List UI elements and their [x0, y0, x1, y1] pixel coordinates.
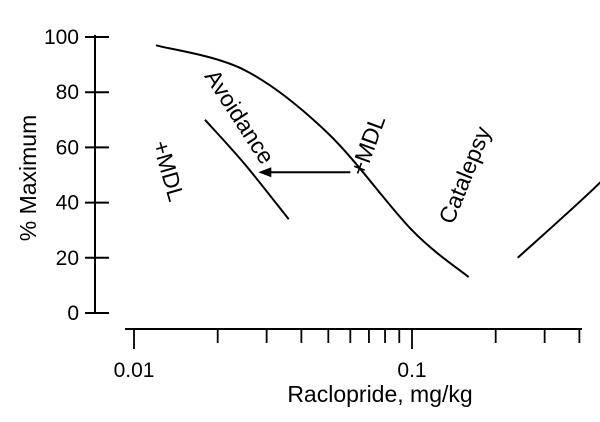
y-axis-title: % Maximum	[15, 115, 41, 242]
series-line-mdl-2	[517, 181, 600, 259]
x-tick-label: 0.01	[114, 359, 155, 382]
y-tick-label: 60	[56, 136, 79, 159]
markers	[258, 167, 351, 178]
series-line-avoidance-0	[155, 44, 470, 278]
x-axis-title: Raclopride, mg/kg	[287, 381, 472, 407]
x-tick-label: 0.1	[397, 359, 426, 382]
labels: Raclopride, mg/kg % Maximum Avoidance +M…	[15, 65, 496, 407]
catalepsy-label: Catalepsy	[433, 122, 496, 227]
y-tick-label: 40	[56, 192, 79, 215]
mdl-label-right: +MDL	[345, 111, 391, 178]
series-line-mdl-1	[204, 119, 290, 220]
avoidance-label: Avoidance	[200, 65, 280, 169]
y-tick-label: 0	[67, 302, 79, 325]
y-tick-label: 100	[44, 26, 79, 49]
y-tick-label: 80	[56, 81, 79, 104]
curves	[155, 44, 600, 278]
arrow-head	[258, 167, 272, 178]
mdl-label-left: +MDL	[148, 137, 190, 204]
y-tick-label: 20	[56, 247, 79, 270]
